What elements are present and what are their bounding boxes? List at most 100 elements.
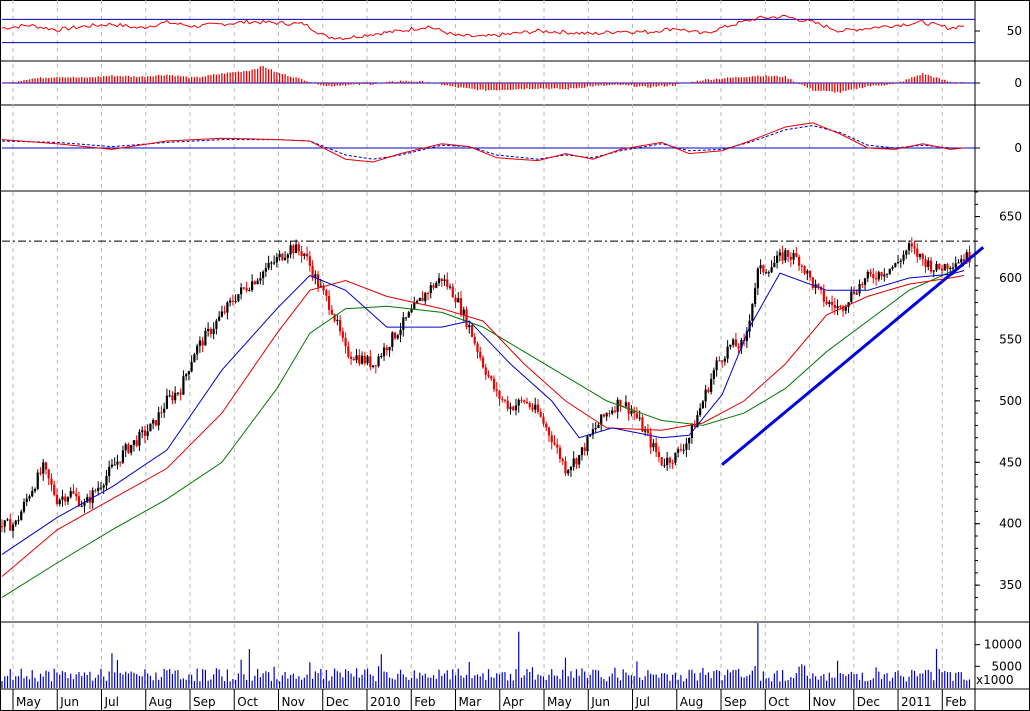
ohlc-body [316,274,320,288]
ohlc-body [256,280,259,285]
ohlc-body [36,472,39,489]
ohlc-body [371,365,375,368]
ohlc-body [44,462,48,470]
price-panel [0,237,985,598]
ohlc-body [88,496,92,503]
ohlc-body [355,355,358,361]
ohlc-body [273,262,276,264]
ohlc-body [245,287,248,291]
ohlc-body [907,243,911,251]
ohlc-body [858,284,861,294]
ohlc-body [454,297,457,303]
ohlc-body [300,251,303,256]
ohlc-body [344,337,347,347]
ohlc-body [99,487,103,489]
ohlc-body [786,250,790,257]
month-label: Dec [857,695,880,709]
ohlc-body [64,496,67,502]
ohlc-body [39,472,42,474]
macd-signal-line [1,125,964,160]
ohlc-body [14,520,17,525]
ohlc-body [42,462,45,474]
ohlc-body [756,268,759,289]
ohlc-body [569,466,573,471]
ohlc-body [388,347,391,351]
ohlc-body [635,413,639,418]
osc-tick-label: 50 [1007,24,1022,38]
ohlc-body [360,355,364,364]
month-label: May [547,695,572,709]
ohlc-body [800,265,803,267]
month-label: Aug [149,695,172,709]
ohlc-body [105,476,108,486]
ohlc-body [218,316,221,321]
ohlc-body [338,319,342,332]
ohlc-body [487,374,490,377]
ohlc-body [391,332,394,348]
ohlc-body [905,250,908,255]
ohlc-body [275,257,278,263]
ohlc-body [154,420,158,426]
ohlc-body [393,332,397,339]
osc-line [1,14,965,41]
ohlc-body [737,346,740,349]
ohlc-body [732,339,735,345]
ohlc-body [938,263,941,269]
ohlc-body [0,526,4,528]
ohlc-body [33,488,37,492]
ohlc-body [918,253,922,257]
hist-tick-label: 0 [1014,76,1022,90]
ohlc-body [949,267,952,270]
ohlc-body [701,401,704,409]
ohlc-body [11,524,15,531]
ohlc-body [363,355,366,364]
ohlc-body [578,455,581,465]
month-label: Jul [103,695,118,709]
ohlc-body [410,309,413,313]
ohlc-body [231,300,234,302]
ohlc-body [165,395,169,409]
month-label: Nov [813,695,836,709]
ohlc-body [141,430,144,432]
ohlc-body [674,452,677,463]
month-label: Feb [945,695,966,709]
ohlc-body [492,378,496,390]
ohlc-body [465,309,468,328]
ohlc-body [234,300,237,302]
month-label: Oct [237,695,258,709]
ohlc-body [418,297,421,301]
ohlc-body [891,266,894,269]
ohlc-body [668,457,672,463]
ohlc-body [443,279,446,281]
ohlc-body [58,499,61,505]
histogram-panel [1,66,975,93]
ohlc-body [253,281,256,285]
ohlc-body [490,376,493,379]
ohlc-body [22,502,26,512]
ohlc-body [828,301,831,304]
ohlc-body [28,496,31,499]
ohlc-body [962,259,966,262]
ohlc-body [336,319,339,321]
ohlc-body [773,262,776,268]
ohlc-body [267,262,270,269]
ohlc-body [396,335,399,339]
ohlc-body [795,253,798,257]
ohlc-body [237,294,240,301]
ohlc-body [778,252,781,256]
month-label: Jul [635,695,650,709]
ohlc-body [600,414,603,425]
ohlc-body [424,292,427,302]
ohlc-body [347,346,350,357]
ohlc-body [198,340,201,346]
ohlc-body [866,272,869,279]
ohlc-body [748,320,751,332]
ohlc-body [921,253,924,260]
ohlc-body [954,263,957,268]
oscillator-panel [1,14,975,44]
ohlc-body [297,244,300,252]
ohlc-body [591,429,595,435]
ohlc-body [910,243,913,247]
